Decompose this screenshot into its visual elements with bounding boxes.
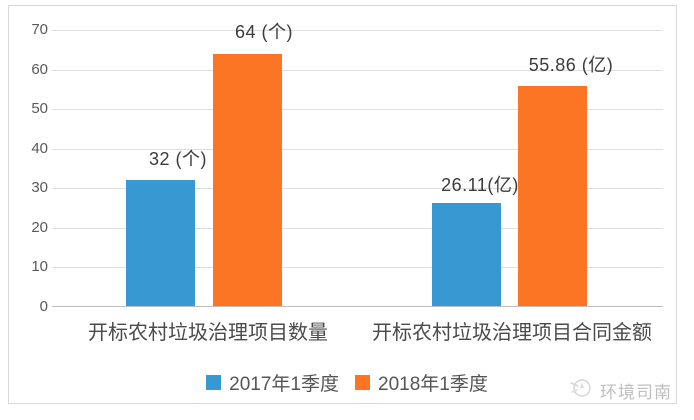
- value-label-2017-amount: 26.11(亿): [441, 175, 519, 195]
- y-tick-70: 70: [31, 21, 48, 38]
- x-axis-line: [52, 306, 663, 307]
- category-label-project-count: 开标农村垃圾治理项目数量: [88, 322, 328, 344]
- legend-label-2018: 2018年1季度: [378, 374, 488, 395]
- watermark-text: 环境司南: [600, 383, 672, 402]
- legend-item-2017: 2017年1季度: [206, 369, 339, 396]
- bar-2017-contract-amount: [432, 203, 501, 306]
- y-tick-60: 60: [31, 61, 48, 78]
- watermark: 环境司南: [568, 377, 672, 404]
- bar-2017-project-count: [126, 180, 195, 306]
- gridline-30: [52, 188, 663, 189]
- gridline-60: [52, 70, 663, 71]
- plot-area: [52, 30, 663, 307]
- gridline-20: [52, 228, 663, 229]
- legend-label-2017: 2017年1季度: [229, 374, 339, 395]
- legend-swatch-2017: [206, 375, 222, 390]
- category-label-contract-amount: 开标农村垃圾治理项目合同金额: [372, 322, 652, 344]
- legend: 2017年1季度 2018年1季度: [0, 369, 694, 396]
- bar-2018-project-count: [213, 54, 282, 306]
- compass-icon: [568, 377, 594, 404]
- value-label-2018-amount: 55.86 (亿): [528, 55, 614, 75]
- value-label-2017-count: 32 (个): [148, 149, 207, 169]
- y-tick-40: 40: [31, 140, 48, 157]
- gridline-50: [52, 109, 663, 110]
- value-label-2018-count: 64 (个): [234, 22, 293, 42]
- y-tick-30: 30: [31, 179, 48, 196]
- gridline-40: [52, 149, 663, 150]
- y-tick-10: 10: [31, 258, 48, 275]
- y-tick-50: 50: [31, 100, 48, 117]
- gridline-10: [52, 267, 663, 268]
- y-tick-0: 0: [39, 298, 48, 315]
- gridline-70: [52, 30, 663, 31]
- legend-swatch-2018: [355, 375, 370, 390]
- bar-2018-contract-amount: [518, 86, 587, 306]
- legend-item-2018: 2018年1季度: [355, 369, 488, 396]
- y-tick-20: 20: [31, 219, 48, 236]
